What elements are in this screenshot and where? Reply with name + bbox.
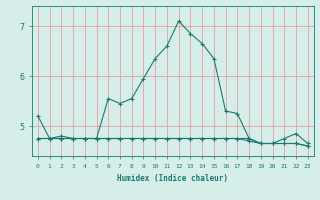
X-axis label: Humidex (Indice chaleur): Humidex (Indice chaleur) [117, 174, 228, 183]
